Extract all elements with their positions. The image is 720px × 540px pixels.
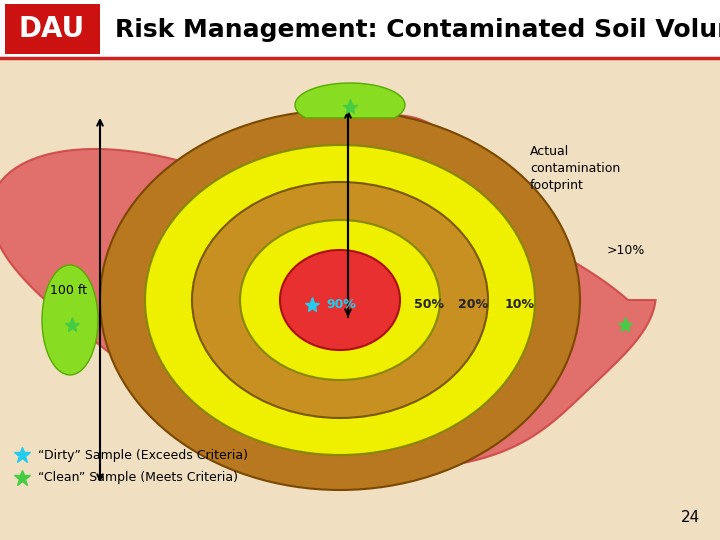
Ellipse shape xyxy=(240,220,440,380)
Ellipse shape xyxy=(280,250,400,350)
Text: DAU: DAU xyxy=(19,15,85,43)
Text: 10%: 10% xyxy=(505,299,535,312)
Polygon shape xyxy=(295,83,405,118)
Ellipse shape xyxy=(192,182,488,418)
Text: Risk Management: Contaminated Soil Volume: Risk Management: Contaminated Soil Volum… xyxy=(115,18,720,42)
Text: Actual
contamination
footprint: Actual contamination footprint xyxy=(530,145,620,192)
Text: “Dirty” Sample (Exceeds Criteria): “Dirty” Sample (Exceeds Criteria) xyxy=(38,449,248,462)
Ellipse shape xyxy=(100,110,580,490)
Text: 50%: 50% xyxy=(414,299,444,312)
Text: 20%: 20% xyxy=(458,299,488,312)
Text: 100 ft: 100 ft xyxy=(50,284,86,296)
Polygon shape xyxy=(42,265,98,375)
Text: “Clean” Sample (Meets Criteria): “Clean” Sample (Meets Criteria) xyxy=(38,471,238,484)
Text: >10%: >10% xyxy=(607,244,645,256)
Bar xyxy=(5,4,100,54)
Text: 24: 24 xyxy=(680,510,700,525)
Text: 90%: 90% xyxy=(326,299,356,312)
Bar xyxy=(0,0,720,58)
Polygon shape xyxy=(0,115,656,472)
Ellipse shape xyxy=(145,145,535,455)
